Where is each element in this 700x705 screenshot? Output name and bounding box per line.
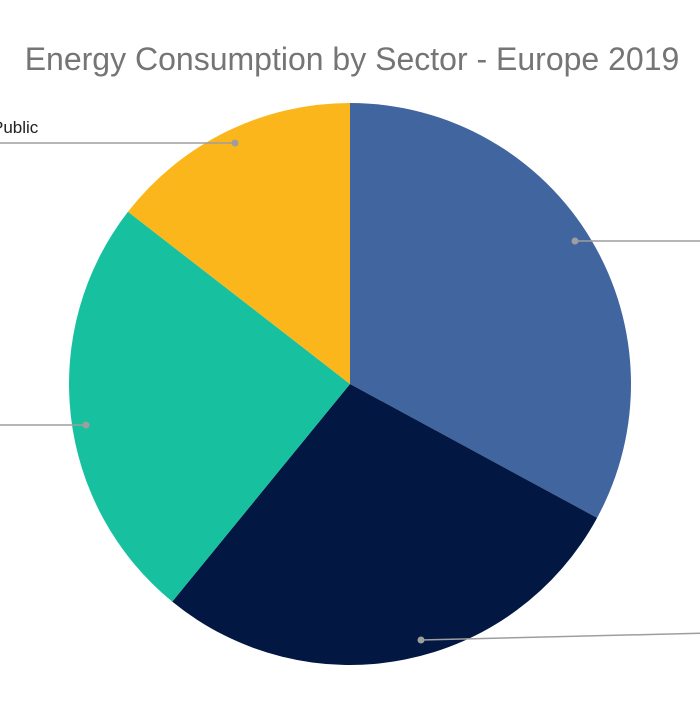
slice-labels: Public	[0, 118, 700, 644]
pie-slice	[69, 211, 350, 602]
leader-dot	[231, 139, 239, 147]
leader-dot	[571, 237, 579, 245]
pie-slice	[350, 103, 632, 518]
chart-title: Energy Consumption by Sector - Europe 20…	[25, 41, 680, 77]
slice-label: Public	[0, 118, 39, 137]
pie-slices	[69, 103, 632, 665]
pie-slice	[172, 384, 598, 665]
leader-line	[420, 632, 700, 641]
leader-dot	[82, 421, 90, 429]
pie-slice	[127, 103, 351, 384]
leader-dot	[417, 636, 425, 644]
